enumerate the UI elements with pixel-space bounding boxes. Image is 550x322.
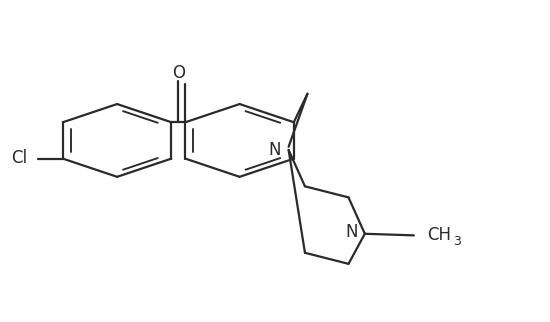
Text: N: N	[269, 141, 281, 159]
Text: N: N	[345, 223, 358, 241]
Text: 3: 3	[454, 234, 461, 248]
Text: CH: CH	[427, 226, 452, 244]
Text: Cl: Cl	[12, 149, 28, 167]
Text: O: O	[172, 64, 185, 82]
